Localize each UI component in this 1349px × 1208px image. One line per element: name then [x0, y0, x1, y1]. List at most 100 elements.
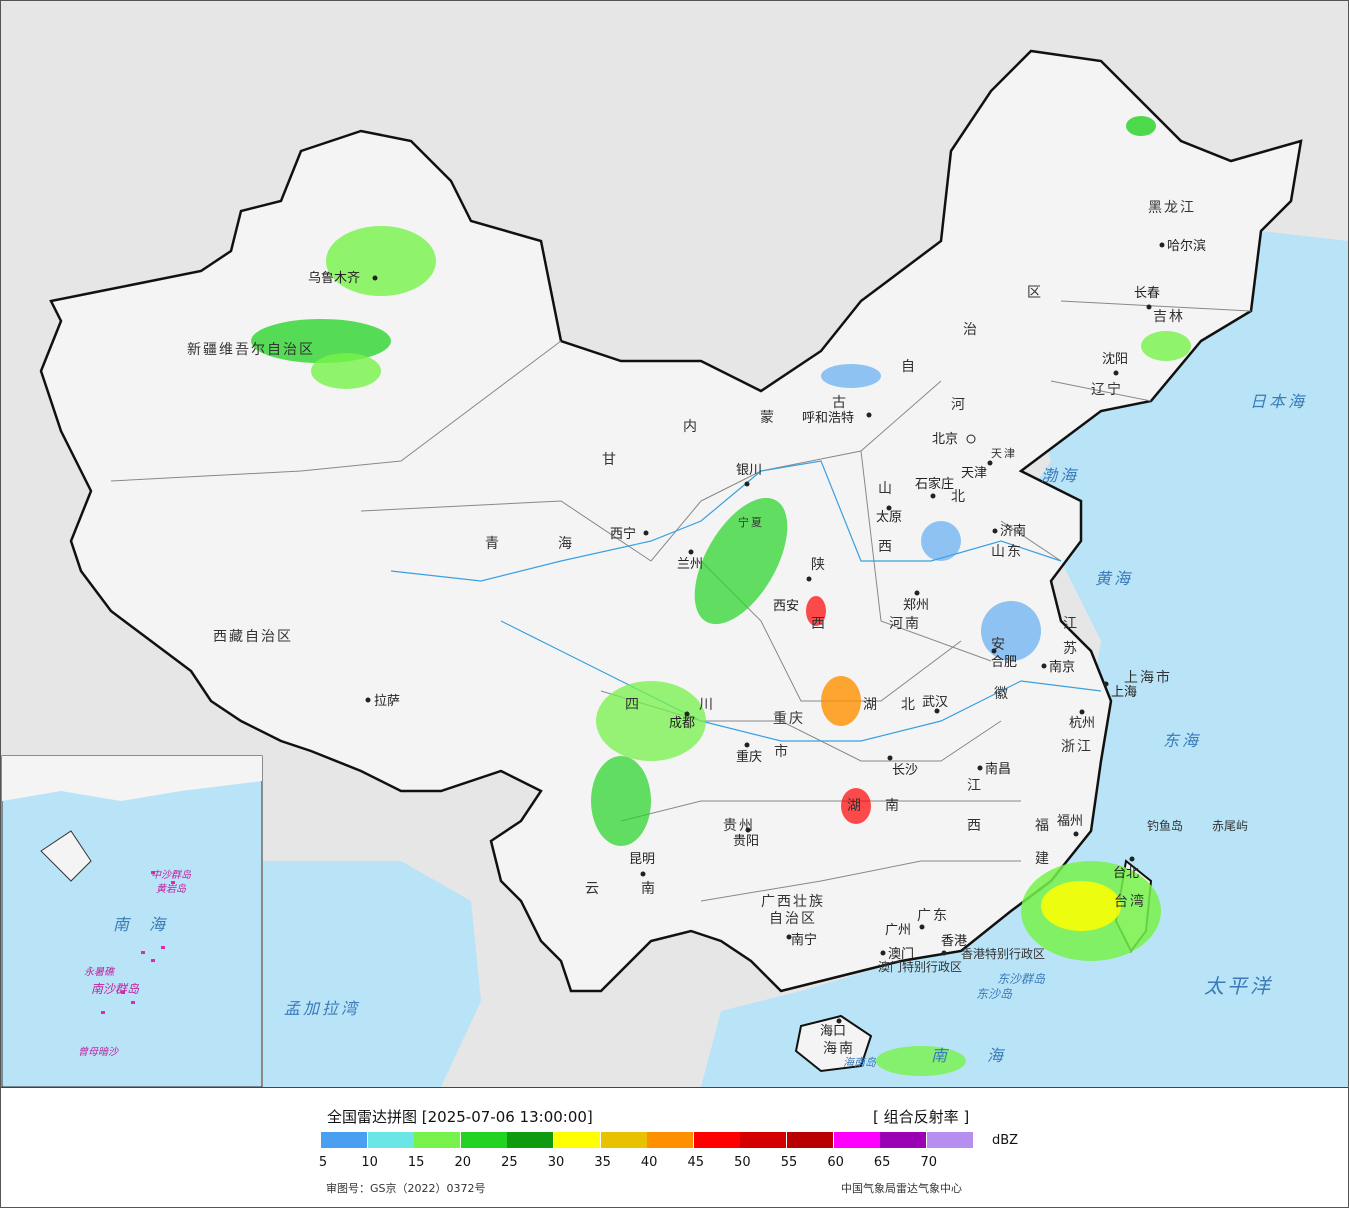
province-label: 南: [641, 881, 657, 897]
color-swatch: [647, 1132, 694, 1148]
city-label: 杭州: [1069, 716, 1095, 731]
scale-tick-label: 70: [920, 1155, 938, 1170]
city-label: 沈阳: [1102, 352, 1128, 367]
city-label: 哈尔滨: [1167, 238, 1206, 254]
city-label: 呼和浩特: [802, 411, 854, 426]
province-label: 西藏自治区: [213, 629, 293, 645]
city-label: 乌鲁木齐: [308, 270, 360, 286]
echo-hebei: [921, 521, 961, 561]
sea-label: 孟加拉湾: [284, 999, 360, 1018]
inset-label: 黄岩岛: [156, 883, 187, 895]
scale-tick-label: 30: [547, 1155, 565, 1170]
scale-tick-label: 55: [780, 1155, 798, 1170]
province-label: 湖: [863, 697, 879, 713]
sea-label: 太平洋: [1204, 974, 1273, 998]
city-label: 香港: [941, 934, 967, 949]
province-label: 江: [967, 778, 983, 794]
bay-of-bengal: [263, 861, 481, 1087]
province-label: 古: [832, 395, 848, 411]
sea-label: 东沙群岛: [997, 972, 1046, 986]
province-label: 山: [878, 481, 894, 497]
sea-label: 钓鱼岛: [1147, 818, 1183, 833]
echo-anhui: [981, 601, 1041, 661]
inset-label: 曾母暗沙: [78, 1046, 119, 1058]
city-label: 澳门: [888, 946, 914, 962]
province-label: 重庆: [773, 711, 805, 727]
color-swatch: [367, 1132, 414, 1148]
color-swatch: [507, 1132, 554, 1148]
province-label: 香港特别行政区: [961, 946, 1045, 961]
province-label: 区: [1027, 285, 1043, 301]
province-label: 新疆维吾尔自治区: [187, 342, 315, 358]
province-label: 陕: [811, 557, 827, 573]
province-label: 甘: [602, 452, 618, 468]
province-label: 苏: [1063, 641, 1079, 657]
province-label: 西: [967, 818, 983, 834]
color-swatch: [787, 1132, 833, 1148]
city-label: 长春: [1134, 286, 1160, 301]
city-label: 天津: [961, 466, 987, 481]
color-swatch: [833, 1132, 880, 1148]
province-label: 西: [878, 539, 894, 555]
scale-tick-label: 25: [501, 1155, 518, 1170]
province-label: 山东: [991, 544, 1023, 560]
province-label: 浙江: [1061, 739, 1093, 755]
city-label: 南昌: [985, 761, 1011, 777]
legend-panel: 全国雷达拼图 [2025-07-06 13:00:00] [ 组合反射率 ] 5…: [1, 1088, 1348, 1207]
echo-xinjiang-2: [251, 319, 391, 363]
city-label: 南宁: [791, 932, 817, 948]
city-label: 成都: [669, 716, 695, 731]
color-swatch: [693, 1132, 740, 1148]
color-swatch: [554, 1132, 600, 1148]
province-label: 贵州: [723, 818, 755, 834]
color-swatch: [460, 1132, 507, 1148]
province-label: 建: [1035, 851, 1051, 867]
scale-tick-label: 45: [687, 1155, 705, 1170]
scale-tick-label: 15: [407, 1155, 425, 1170]
scale-tick-label: 10: [361, 1155, 378, 1170]
city-label: 兰州: [677, 557, 703, 572]
province-label: 内: [683, 419, 699, 435]
sea-label: 东海: [1163, 731, 1201, 750]
china-map: 新疆维吾尔自治区 西藏自治区 青 海 甘 内 蒙 古 自 治 区 黑龙江 吉林 …: [1, 49, 1348, 1087]
province-label: 北: [951, 489, 967, 505]
city-label: 福州: [1057, 814, 1083, 829]
color-swatch: [880, 1132, 927, 1148]
scale-tick-label: 20: [454, 1155, 472, 1170]
color-swatch: [926, 1132, 973, 1148]
province-label: 澳门特别行政区: [878, 959, 962, 974]
province-label: 江: [1063, 616, 1079, 632]
color-swatch: [321, 1132, 367, 1148]
city-label: 上海: [1111, 685, 1137, 700]
echo-heilongjiang: [1126, 116, 1156, 136]
province-label: 广西壮族: [761, 894, 825, 910]
echo-hunan: [841, 788, 871, 824]
province-label: 北: [901, 697, 917, 713]
echo-gansu: [694, 497, 788, 625]
sea-label: 赤尾屿: [1212, 819, 1248, 833]
province-label: 云: [585, 881, 601, 897]
inset-label: 中沙群岛: [151, 869, 192, 881]
province-label: 吉林: [1153, 309, 1185, 325]
city-label: 北京: [932, 432, 958, 447]
province-label: 川: [699, 697, 715, 713]
echo-typhoon-core: [1041, 881, 1121, 931]
sea-label: 渤海: [1041, 466, 1079, 485]
echo-hubei: [821, 676, 861, 726]
city-label: 台北: [1113, 866, 1139, 881]
echo-hainan-sea: [876, 1046, 966, 1076]
province-label: 黑龙江: [1148, 200, 1196, 216]
echo-xinjiang-1: [326, 226, 436, 296]
city-label: 银川: [736, 463, 762, 478]
scale-tick-label: 60: [827, 1155, 844, 1170]
city-label: 武汉: [922, 695, 948, 710]
province-label: 蒙: [760, 410, 776, 426]
province-label: 青: [485, 536, 501, 552]
province-label: 治: [963, 322, 979, 338]
echo-shaanxi: [806, 596, 826, 626]
province-label: 湖: [847, 798, 863, 814]
map-title: 全国雷达拼图 [2025-07-06 13:00:00]: [327, 1108, 593, 1126]
inset-label: 永暑礁: [84, 966, 116, 978]
scale-tick-label: 5: [318, 1155, 328, 1170]
